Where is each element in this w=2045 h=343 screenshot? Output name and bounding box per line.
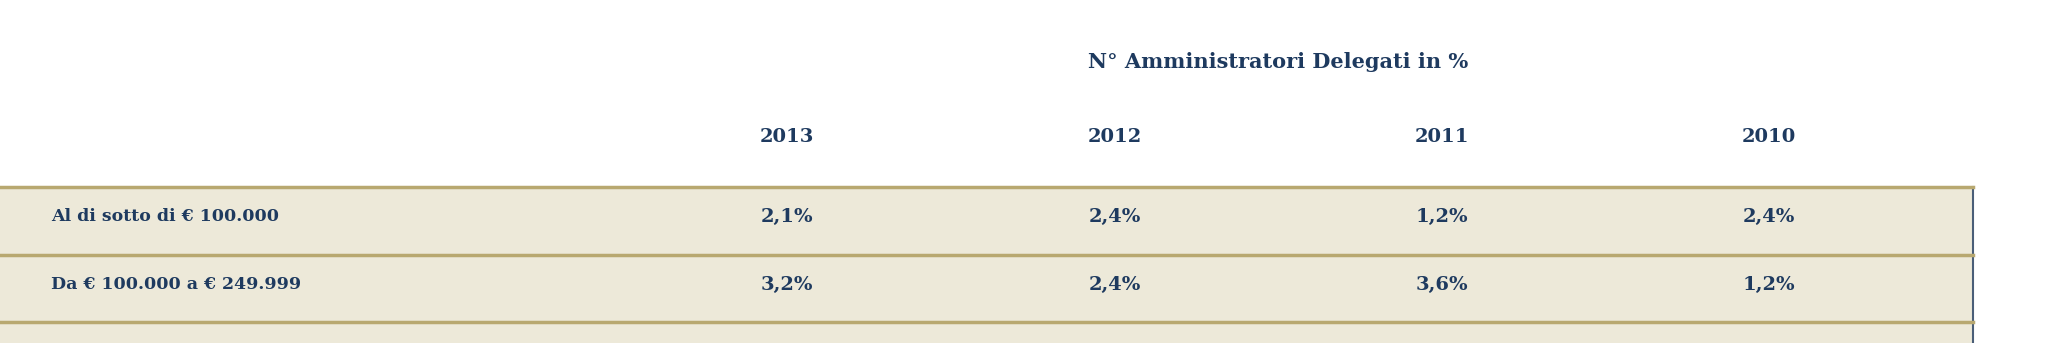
Text: 1,2%: 1,2% bbox=[1415, 208, 1468, 226]
Bar bbox=[0, 187, 1973, 343]
Text: Da € 100.000 a € 249.999: Da € 100.000 a € 249.999 bbox=[51, 276, 301, 293]
Text: Al di sotto di € 100.000: Al di sotto di € 100.000 bbox=[51, 209, 278, 225]
Text: 2012: 2012 bbox=[1088, 128, 1141, 146]
Text: 2011: 2011 bbox=[1415, 128, 1468, 146]
Text: 2,4%: 2,4% bbox=[1088, 275, 1141, 294]
Text: 3,6%: 3,6% bbox=[1415, 275, 1468, 294]
Text: 3,2%: 3,2% bbox=[761, 275, 814, 294]
Text: 2013: 2013 bbox=[761, 128, 814, 146]
Text: N° Amministratori Delegati in %: N° Amministratori Delegati in % bbox=[1088, 52, 1468, 72]
Text: 2,4%: 2,4% bbox=[1088, 208, 1141, 226]
Text: 2,1%: 2,1% bbox=[761, 208, 814, 226]
Text: 2,4%: 2,4% bbox=[1742, 208, 1796, 226]
Text: 2010: 2010 bbox=[1742, 128, 1796, 146]
Text: 1,2%: 1,2% bbox=[1742, 275, 1796, 294]
